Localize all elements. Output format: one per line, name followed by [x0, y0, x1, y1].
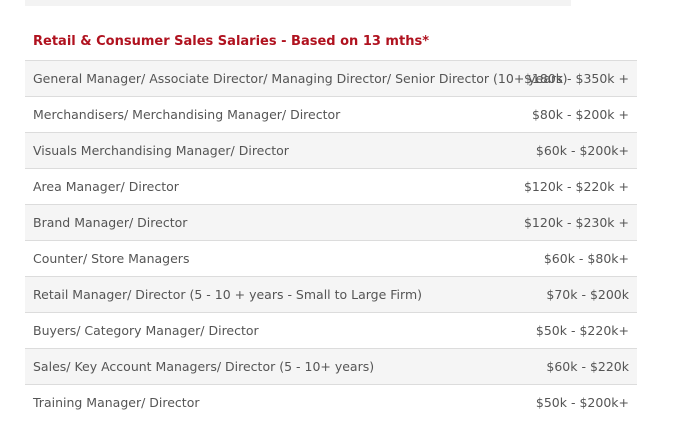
salary-range-cell: $120k - $230k +	[523, 215, 629, 230]
role-cell: Area Manager/ Director	[33, 179, 179, 194]
role-cell: Retail Manager/ Director (5 - 10 + years…	[33, 287, 423, 302]
role-cell: Merchandisers/ Merchandising Manager/ Di…	[33, 107, 341, 122]
role-cell: Brand Manager/ Director	[33, 215, 188, 230]
role-cell: General Manager/ Associate Director/ Man…	[33, 71, 568, 86]
role-cell: Counter/ Store Managers	[33, 251, 190, 266]
section-title: Retail & Consumer Sales Salaries - Based…	[33, 34, 429, 49]
table-row: General Manager/ Associate Director/ Man…	[25, 60, 637, 97]
table-row: Merchandisers/ Merchandising Manager/ Di…	[25, 96, 637, 133]
top-divider-strip	[25, 0, 571, 6]
salary-range-cell: $60k - $220k	[546, 359, 629, 374]
role-cell: Buyers/ Category Manager/ Director	[33, 323, 259, 338]
table-row: Brand Manager/ Director $120k - $230k +	[25, 204, 637, 241]
table-row: Area Manager/ Director $120k - $220k +	[25, 168, 637, 205]
salary-range-cell: $70k - $200k	[546, 287, 629, 302]
table-row: Buyers/ Category Manager/ Director $50k …	[25, 312, 637, 349]
salary-table: General Manager/ Associate Director/ Man…	[25, 60, 637, 421]
salary-range-cell: $180k - $350k +	[523, 71, 629, 86]
table-row: Counter/ Store Managers $60k - $80k+	[25, 240, 637, 277]
salary-range-cell: $60k - $200k+	[535, 143, 629, 158]
salary-range-cell: $50k - $220k+	[535, 323, 629, 338]
role-cell: Visuals Merchandising Manager/ Director	[33, 143, 289, 158]
table-row: Visuals Merchandising Manager/ Director …	[25, 132, 637, 169]
salary-range-cell: $60k - $80k+	[543, 251, 629, 266]
table-row: Training Manager/ Director $50k - $200k+	[25, 384, 637, 421]
salary-range-cell: $50k - $200k+	[535, 395, 629, 411]
salary-range-cell: $120k - $220k +	[523, 179, 629, 194]
role-cell: Sales/ Key Account Managers/ Director (5…	[33, 359, 375, 374]
salary-range-cell: $80k - $200k +	[531, 107, 629, 122]
table-row: Sales/ Key Account Managers/ Director (5…	[25, 348, 637, 385]
role-cell: Training Manager/ Director	[33, 395, 200, 411]
table-row: Retail Manager/ Director (5 - 10 + years…	[25, 276, 637, 313]
